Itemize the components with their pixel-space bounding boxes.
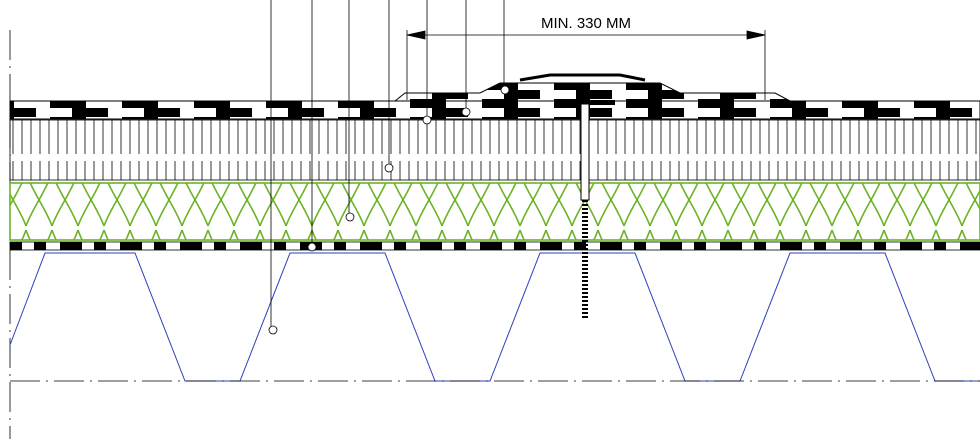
rigid-insulation xyxy=(9,119,980,181)
dimension-label: MIN. 330 MM xyxy=(541,15,631,32)
steel-deck xyxy=(9,252,980,382)
mineral-wool xyxy=(9,182,980,241)
roof-membrane xyxy=(9,100,980,120)
fastener xyxy=(555,100,615,318)
vapour-barrier xyxy=(9,241,980,251)
dimension xyxy=(406,30,766,100)
membrane-seam xyxy=(519,73,646,82)
leader-lines xyxy=(268,0,510,335)
membrane-overlap xyxy=(393,82,791,102)
